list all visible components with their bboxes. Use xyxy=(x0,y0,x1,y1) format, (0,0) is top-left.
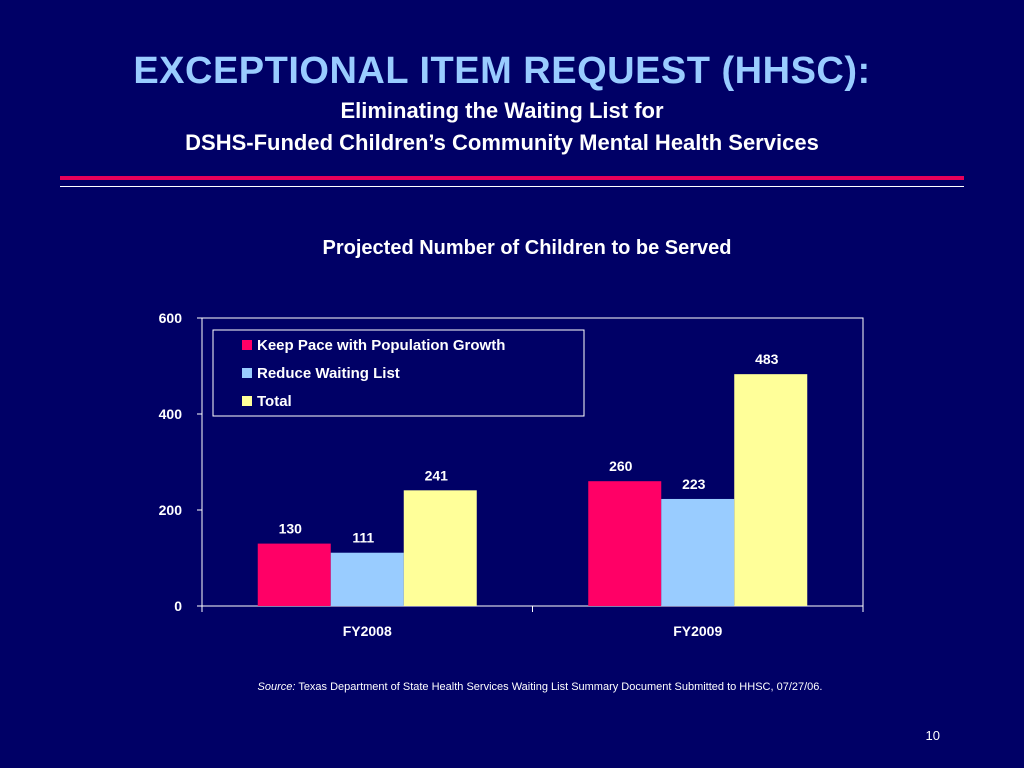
x-tick-label: FY2009 xyxy=(673,623,722,639)
bar xyxy=(257,543,331,606)
thin-divider xyxy=(60,186,964,187)
bar xyxy=(403,490,477,606)
legend-swatch xyxy=(242,368,252,378)
bar xyxy=(661,498,735,606)
slide-subtitle-line2: DSHS-Funded Children’s Community Mental … xyxy=(185,130,819,155)
y-tick-label: 0 xyxy=(174,598,182,614)
y-tick-label: 400 xyxy=(159,406,183,422)
legend-label: Keep Pace with Population Growth xyxy=(257,337,505,354)
legend xyxy=(212,329,585,417)
bar xyxy=(330,552,404,606)
accent-divider xyxy=(60,176,964,180)
slide-subtitle-line1: Eliminating the Waiting List for xyxy=(340,98,664,123)
bar xyxy=(734,374,808,606)
y-tick-label: 600 xyxy=(159,310,183,326)
y-tick-label: 200 xyxy=(159,502,183,518)
chart-title: Projected Number of Children to be Serve… xyxy=(322,237,732,259)
data-label: 260 xyxy=(609,458,633,474)
bar xyxy=(588,481,662,606)
source-label: Source: xyxy=(257,681,296,693)
legend-swatch xyxy=(242,396,252,406)
source-text: Texas Department of State Health Service… xyxy=(298,681,823,693)
legend-swatch xyxy=(242,340,252,350)
page-number: 10 xyxy=(925,728,940,743)
data-label: 483 xyxy=(755,351,779,367)
data-label: 223 xyxy=(682,476,706,492)
data-label: 241 xyxy=(425,467,449,483)
x-tick-label: FY2008 xyxy=(343,623,392,639)
slide-title: EXCEPTIONAL ITEM REQUEST (HHSC): xyxy=(133,50,871,92)
data-label: 130 xyxy=(279,521,303,537)
data-label: 111 xyxy=(352,530,374,546)
legend-label: Reduce Waiting List xyxy=(257,365,400,382)
legend-label: Total xyxy=(257,393,292,410)
source-note: Source: Texas Department of State Health… xyxy=(0,681,1024,693)
